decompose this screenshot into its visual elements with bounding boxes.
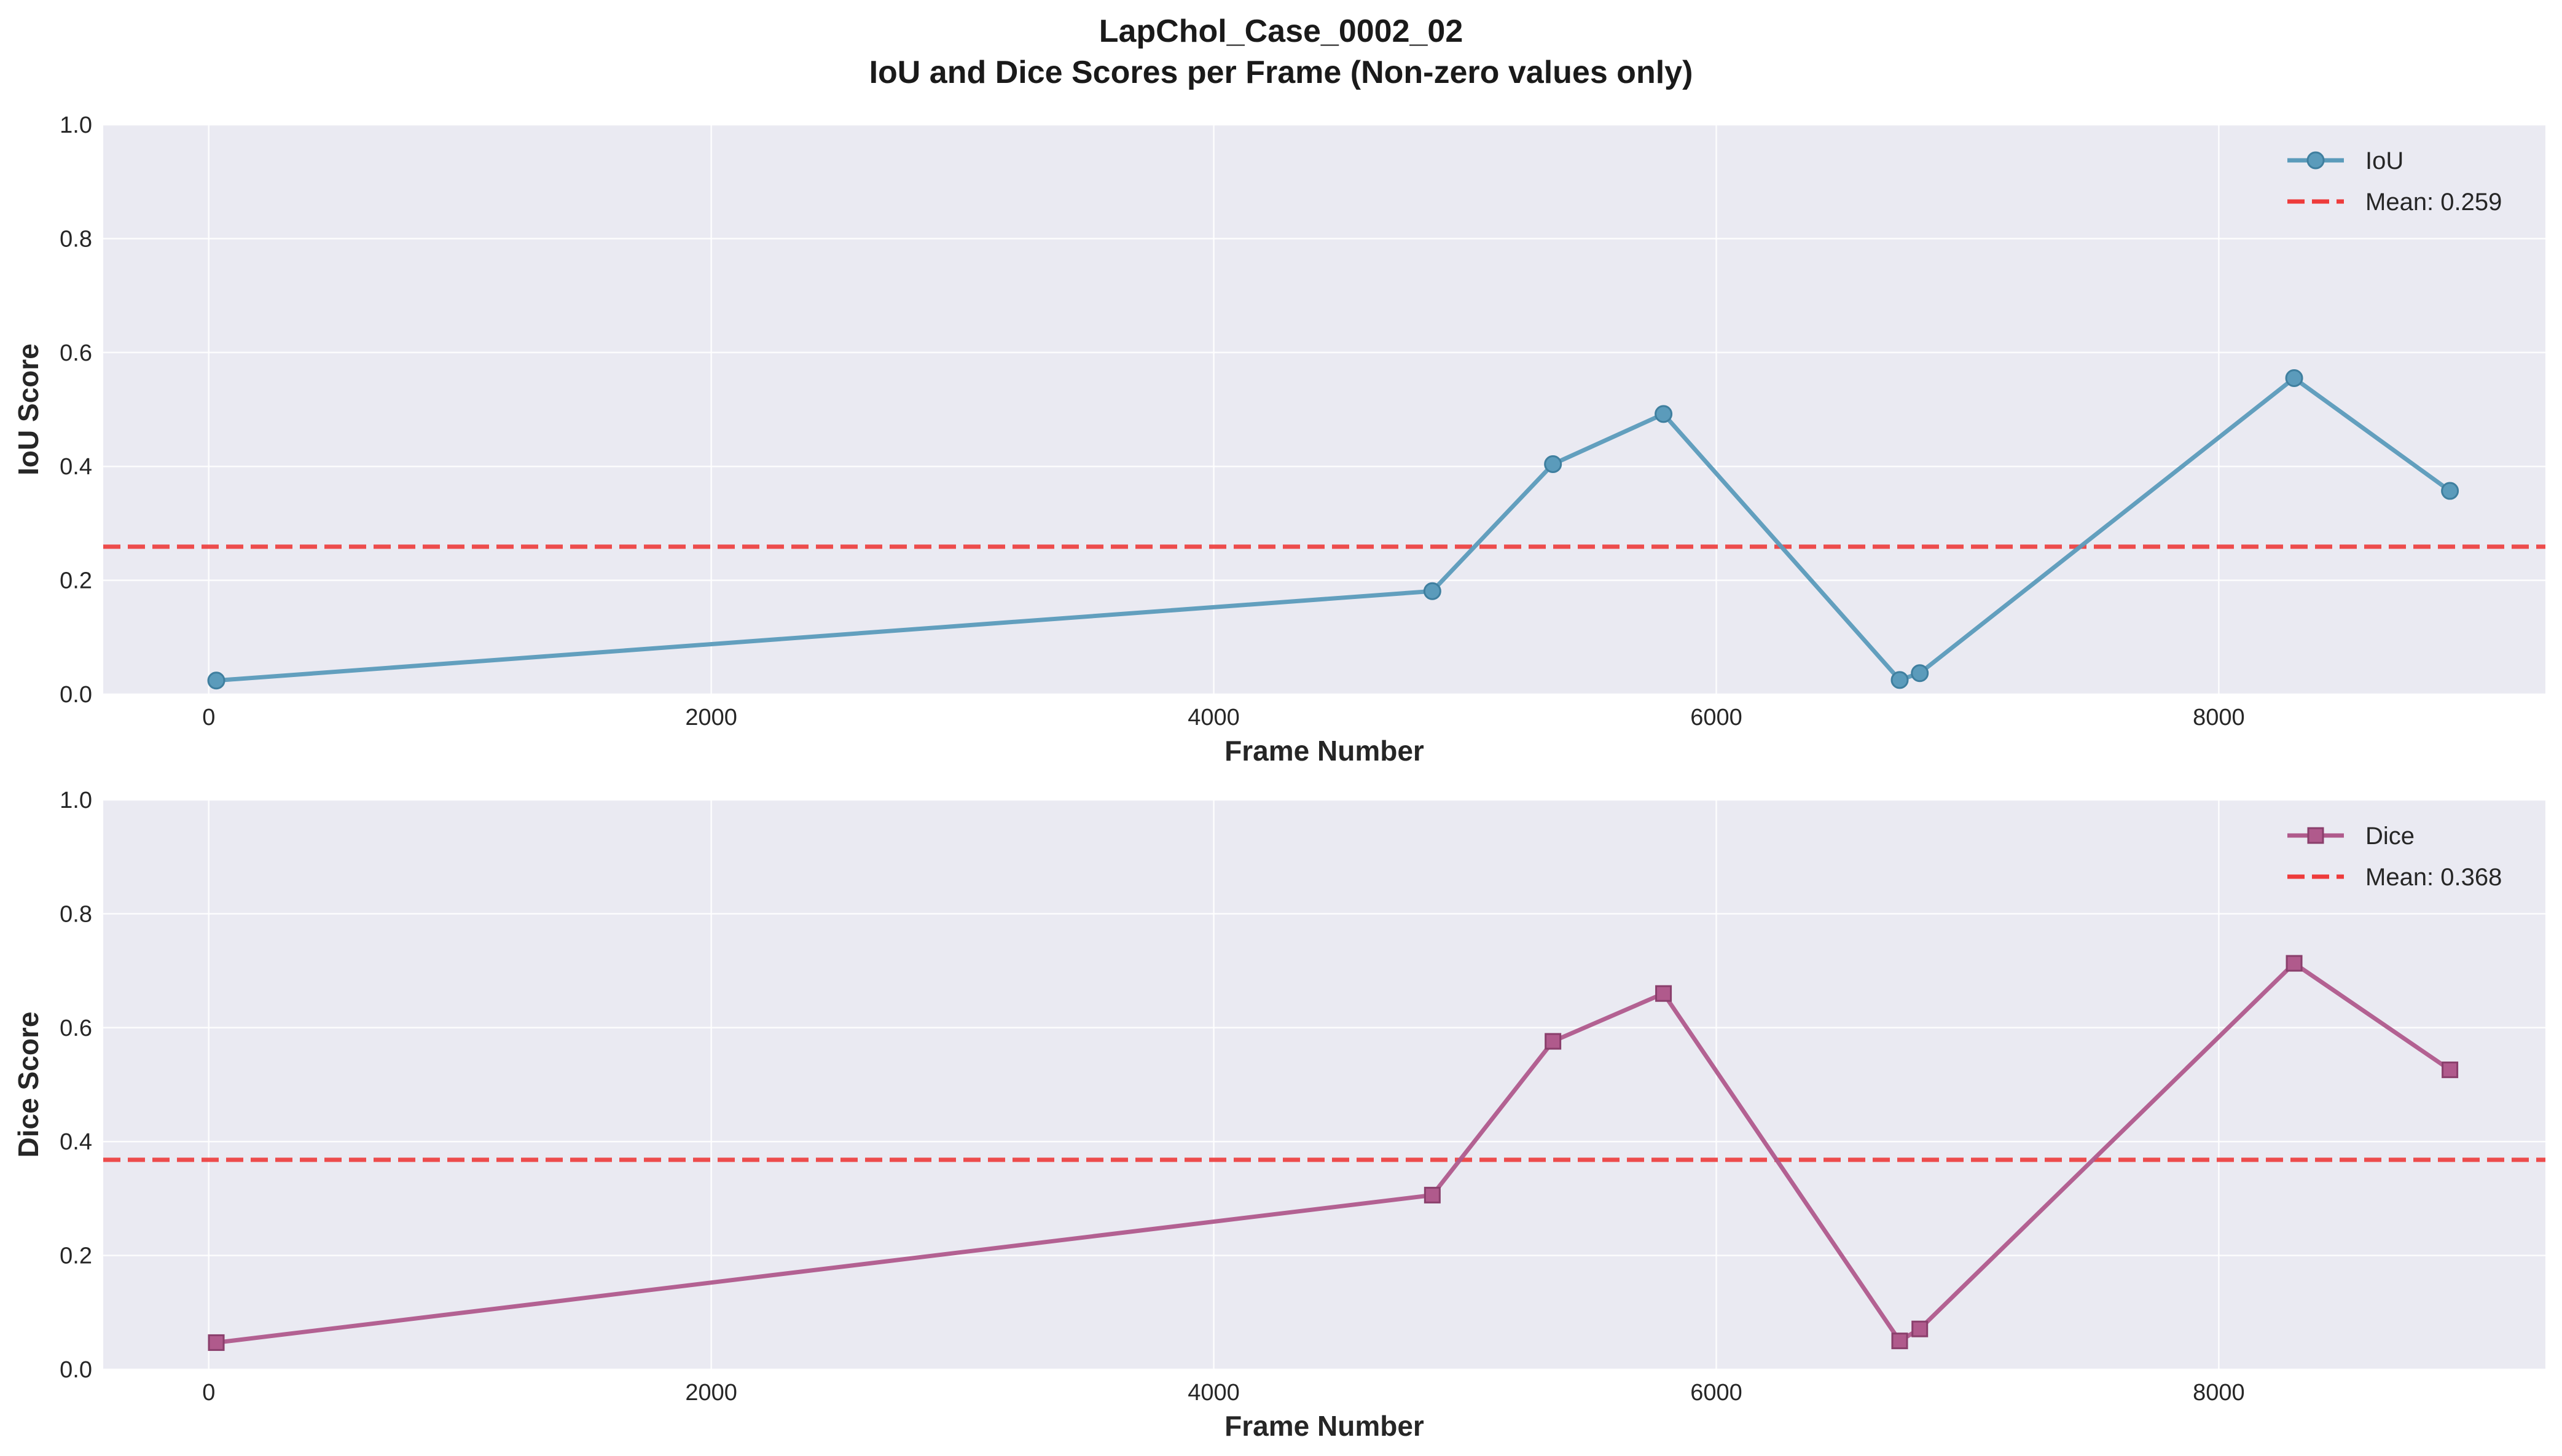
iou-y-tick-label: 0.8 — [60, 226, 92, 252]
dice-legend-mean-label: Mean: 0.368 — [2365, 864, 2502, 891]
dice-y-tick-label: 0.8 — [60, 901, 92, 927]
dice-y-tick-label: 1.0 — [60, 788, 92, 813]
iou-x-tick-label: 8000 — [2193, 705, 2245, 730]
iou-y-tick-label: 0.4 — [60, 454, 92, 480]
figure-title-line2: IoU and Dice Scores per Frame (Non-zero … — [869, 55, 1693, 90]
iou-data-point — [2285, 369, 2303, 388]
dice-series-line — [216, 961, 2451, 1345]
iou-y-tick-label: 0.2 — [60, 568, 92, 594]
iou-plot-area — [103, 125, 2545, 694]
dice-data-point — [1424, 1186, 1441, 1204]
iou-series-line — [216, 376, 2451, 683]
dice-x-tick-label: 8000 — [2193, 1380, 2245, 1406]
dice-data-point — [2286, 955, 2303, 972]
iou-y-tick-label: 1.0 — [60, 112, 92, 138]
dice-plot-area — [103, 800, 2545, 1369]
iou-data-point — [1655, 405, 1673, 423]
dice-y-tick-label: 0.6 — [60, 1016, 92, 1041]
iou-legend-mean-label: Mean: 0.259 — [2365, 189, 2502, 216]
iou-legend-series-marker — [2306, 151, 2325, 170]
iou-y-tick-label: 0.6 — [60, 340, 92, 366]
iou-data-point — [2441, 482, 2459, 500]
dice-data-point — [208, 1334, 225, 1351]
dice-data-point — [1891, 1333, 1908, 1350]
dice-legend-series-marker — [2307, 827, 2324, 844]
dice-x-axis-label: Frame Number — [1224, 1410, 1424, 1442]
dice-x-tick-label: 4000 — [1188, 1380, 1240, 1406]
iou-x-tick-label: 2000 — [685, 705, 737, 730]
iou-x-tick-label: 6000 — [1690, 705, 1742, 730]
figure-title-line1: LapChol_Case_0002_02 — [1099, 14, 1463, 49]
dice-y-tick-label: 0.4 — [60, 1129, 92, 1155]
dice-y-axis-label: Dice Score — [12, 1012, 44, 1158]
dice-x-tick-label: 6000 — [1690, 1380, 1742, 1406]
dice-x-tick-label: 0 — [202, 1380, 215, 1406]
iou-legend-series-label: IoU — [2365, 147, 2403, 174]
dice-data-point — [1545, 1033, 1562, 1050]
iou-x-tick-label: 0 — [202, 705, 215, 730]
dice-data-point — [2442, 1061, 2459, 1078]
dice-y-tick-label: 0.2 — [60, 1243, 92, 1269]
iou-y-axis-label: IoU Score — [12, 343, 44, 476]
dice-y-tick-label: 0.0 — [60, 1357, 92, 1383]
dice-data-point — [1655, 985, 1672, 1002]
dice-legend-series-label: Dice — [2365, 823, 2415, 850]
dice-subplot: 0 2000 4000 6000 8000 0.0 0.2 0.4 0.6 0.8 1.0 Frame… — [12, 788, 2545, 1442]
iou-data-point — [1890, 671, 1909, 689]
iou-data-point — [1423, 582, 1441, 600]
iou-y-tick-label: 0.0 — [60, 682, 92, 708]
iou-data-point — [1911, 664, 1929, 683]
dice-x-tick-label: 2000 — [685, 1380, 737, 1406]
iou-subplot: 0 2000 4000 6000 8000 0.0 0.2 0.4 0.6 0.8 1.0 Frame… — [12, 112, 2545, 767]
iou-x-axis-label: Frame Number — [1224, 735, 1424, 767]
dice-data-point — [1911, 1320, 1929, 1337]
iou-x-tick-label: 4000 — [1188, 705, 1240, 730]
iou-data-point — [1544, 455, 1562, 473]
iou-data-point — [207, 671, 225, 690]
